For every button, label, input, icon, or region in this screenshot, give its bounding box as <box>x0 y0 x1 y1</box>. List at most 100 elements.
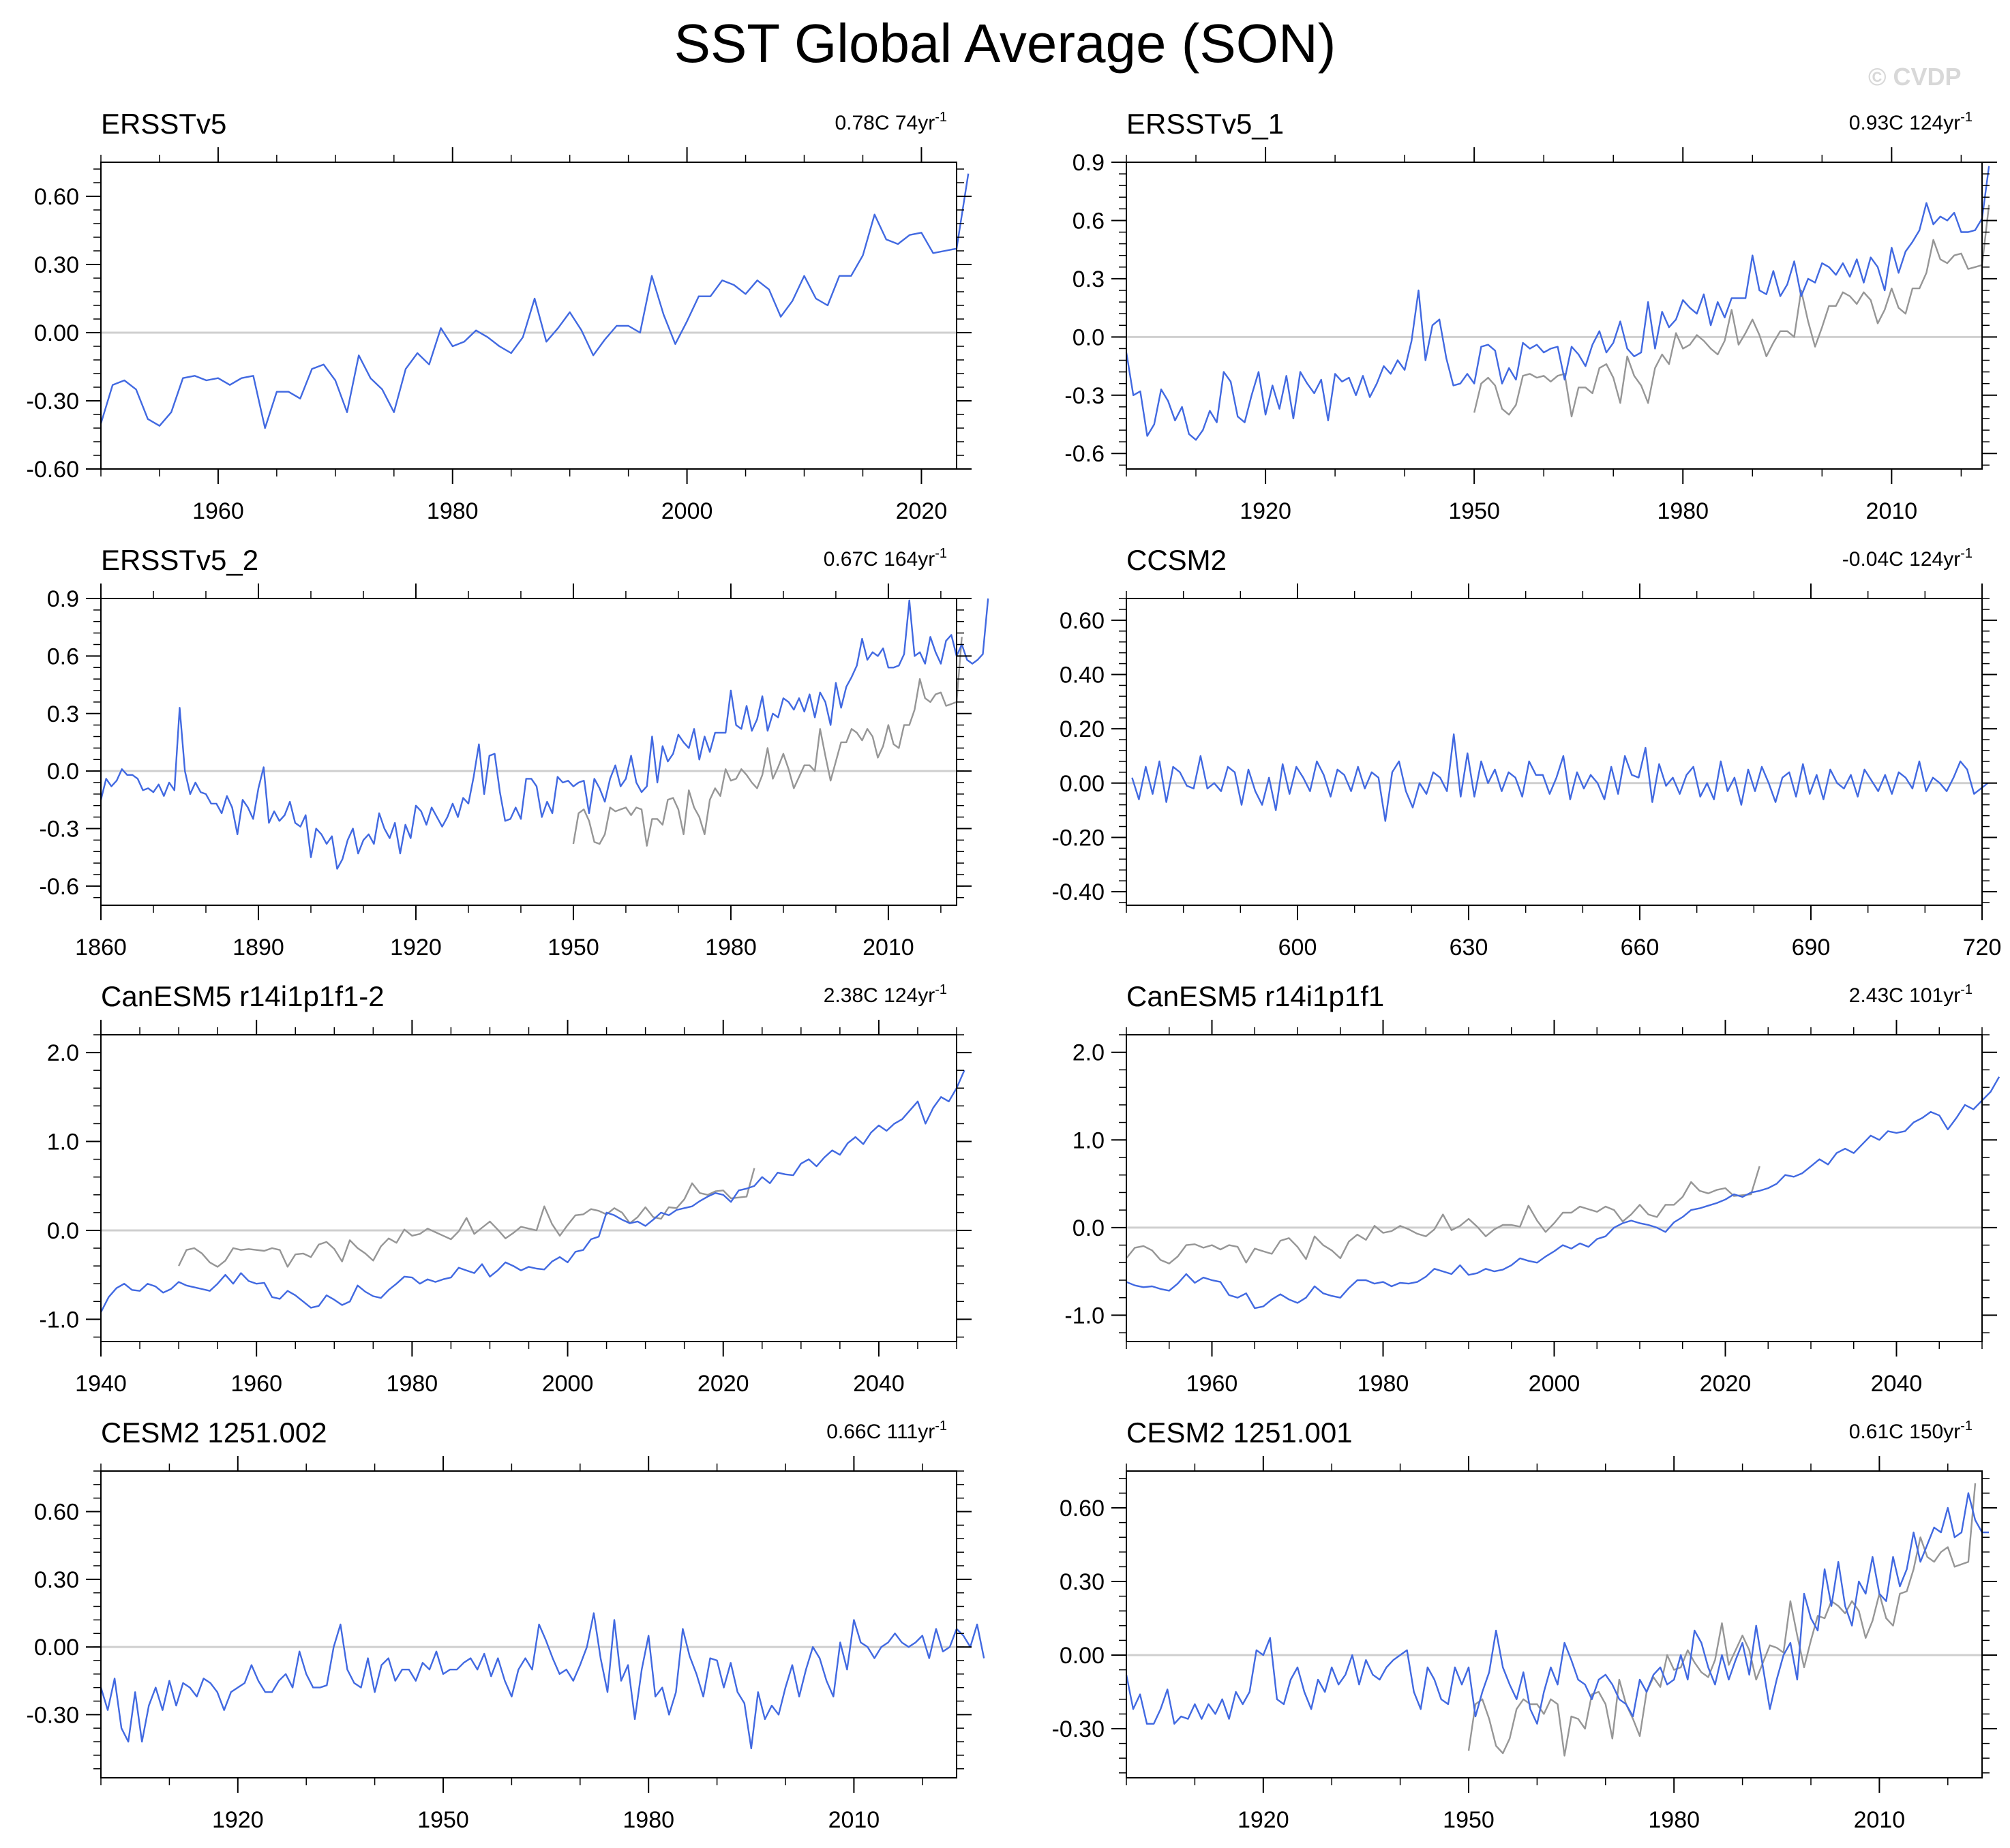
trend-value: 2.38C 124yr <box>824 984 935 1007</box>
x-tick-label: 660 <box>1621 935 1660 960</box>
x-tick-label: 1980 <box>387 1371 438 1397</box>
y-tick-label: 0.9 <box>1072 150 1105 176</box>
x-tick-label: 1860 <box>75 935 127 960</box>
x-tick-label: 600 <box>1278 935 1317 960</box>
y-tick-label: 0.3 <box>1072 267 1105 292</box>
y-tick-label: 0.30 <box>34 1567 79 1593</box>
y-tick-label: 0.60 <box>34 184 79 210</box>
y-tick-label: -1.0 <box>39 1307 79 1333</box>
y-tick-label: 0.3 <box>47 701 79 727</box>
y-tick-label: 0.00 <box>34 1635 79 1661</box>
cvdp-watermark: © CVDP <box>1868 63 1962 91</box>
chart-panel-5: 1940 1960 1980 2000 2020 2040 -1.0 0.0 1.0 2.0 Can… <box>39 980 972 1397</box>
y-tick-label: 0.9 <box>47 586 79 612</box>
y-tick-label: 0.60 <box>1060 1496 1105 1521</box>
y-tick-label: -1.0 <box>1064 1303 1105 1329</box>
panel-title: CanESM5 r14i1p1f1-2 <box>101 980 385 1012</box>
panel-title: CCSM2 <box>1126 544 1227 576</box>
y-tick-label: -0.40 <box>1052 879 1105 905</box>
x-tick-label: 630 <box>1450 935 1488 960</box>
x-tick-label: 1960 <box>230 1371 282 1397</box>
x-tick-label: 1980 <box>1358 1371 1409 1397</box>
x-tick-label: 1950 <box>1448 498 1500 524</box>
reference-series-line <box>572 637 963 847</box>
y-tick-label: 0.0 <box>1072 1215 1105 1241</box>
x-tick-label: 720 <box>1963 935 2002 960</box>
y-tick-label: 0.60 <box>34 1500 79 1526</box>
x-tick-label: 2010 <box>828 1807 880 1833</box>
trend-unit-superscript: -1 <box>935 982 947 997</box>
y-tick-label: 0.6 <box>47 643 79 669</box>
chart-panel-3: 1860 1890 1920 1950 1980 2010 -0.6 -0.3 0.0 0.3 0.… <box>39 544 989 960</box>
y-tick-label: -0.20 <box>1052 825 1105 851</box>
y-tick-label: 1.0 <box>1072 1127 1105 1153</box>
trend-unit-superscript: -1 <box>1960 110 1972 125</box>
panel-title: CESM2 1251.002 <box>101 1417 327 1449</box>
x-tick-label: 1980 <box>427 498 479 524</box>
series-line <box>1126 1076 2000 1309</box>
trend-annotation: 0.61C 150yr-1 <box>1849 1419 1972 1443</box>
y-tick-label: -0.30 <box>27 1702 80 1728</box>
plot-frame <box>1126 598 1983 906</box>
x-tick-label: 690 <box>1792 935 1831 960</box>
trend-annotation: 0.78C 74yr-1 <box>835 110 947 134</box>
x-tick-label: 2010 <box>1854 1807 1906 1833</box>
series-line <box>1131 733 1989 822</box>
x-tick-label: 2020 <box>1700 1371 1752 1397</box>
trend-unit-superscript: -1 <box>1960 1419 1972 1434</box>
x-tick-label: 1980 <box>705 935 757 960</box>
series-line <box>100 173 970 429</box>
y-tick-label: -0.30 <box>1052 1716 1105 1742</box>
x-tick-label: 1920 <box>1240 498 1291 524</box>
y-tick-label: 0.6 <box>1072 208 1105 234</box>
reference-series-line <box>1126 1166 1760 1264</box>
x-tick-label: 1980 <box>622 1807 674 1833</box>
trend-annotation: -0.04C 124yr-1 <box>1842 546 1972 571</box>
trend-value: 0.93C 124yr <box>1849 112 1960 134</box>
y-tick-label: 0.30 <box>1060 1569 1105 1595</box>
series-line <box>100 1070 965 1313</box>
panel-title: CanESM5 r14i1p1f1 <box>1126 980 1384 1012</box>
trend-value: 0.78C 74yr <box>835 112 935 134</box>
x-tick-label: 2000 <box>542 1371 594 1397</box>
trend-unit-superscript: -1 <box>935 546 947 561</box>
y-tick-label: 0.60 <box>1060 608 1105 634</box>
x-tick-label: 2010 <box>862 935 914 960</box>
trend-unit-superscript: -1 <box>1960 546 1972 561</box>
x-tick-label: 1960 <box>192 498 244 524</box>
plot-frame <box>1126 1034 1983 1342</box>
plot-frame <box>100 598 957 906</box>
chart-panel-1: 1960 1980 2000 2020 -0.60 -0.30 0.00 0.30 0.60 ER… <box>27 108 972 524</box>
y-tick-label: 0.20 <box>1060 716 1105 742</box>
trend-annotation: 2.38C 124yr-1 <box>824 982 947 1007</box>
y-tick-label: 1.0 <box>47 1130 79 1155</box>
trend-annotation: 0.66C 111yr-1 <box>826 1419 947 1443</box>
chart-panel-8: 1920 1950 1980 2010 -0.30 0.00 0.30 0.60 CESM2 1… <box>1052 1417 1997 1833</box>
x-tick-label: 2020 <box>698 1371 749 1397</box>
trend-value: -0.04C 124yr <box>1842 548 1960 571</box>
chart-panel-6: 1960 1980 2000 2020 2040 -1.0 0.0 1.0 2.0 CanESM5… <box>1064 980 2000 1397</box>
trend-value: 0.61C 150yr <box>1849 1421 1960 1443</box>
y-tick-label: 0.0 <box>47 1218 79 1244</box>
reference-series-line <box>1467 1483 1977 1757</box>
trend-annotation: 0.67C 164yr-1 <box>824 546 947 571</box>
trend-annotation: 0.93C 124yr-1 <box>1849 110 1972 134</box>
plot-frame <box>1126 162 1983 470</box>
series-line <box>100 1612 985 1750</box>
y-tick-label: 0.40 <box>1060 663 1105 688</box>
x-tick-label: 2020 <box>896 498 948 524</box>
y-tick-label: 0.0 <box>1072 324 1105 350</box>
x-tick-label: 1960 <box>1186 1371 1238 1397</box>
reference-series-line <box>178 1168 755 1268</box>
trend-unit-superscript: -1 <box>935 110 947 125</box>
x-tick-label: 1980 <box>1648 1807 1700 1833</box>
series-line <box>1125 1492 1989 1725</box>
y-tick-label: 0.00 <box>34 320 79 346</box>
plot-frame <box>1126 1470 1983 1778</box>
x-tick-label: 1920 <box>1238 1807 1289 1833</box>
y-tick-label: 2.0 <box>47 1040 79 1066</box>
trend-annotation: 2.43C 101yr-1 <box>1849 982 1972 1007</box>
y-tick-label: -0.30 <box>27 389 80 414</box>
panel-title: CESM2 1251.001 <box>1126 1417 1353 1449</box>
